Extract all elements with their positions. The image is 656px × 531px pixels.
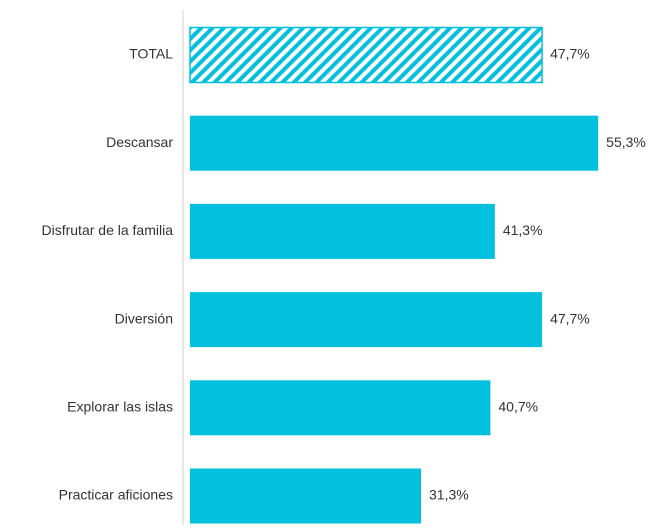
value-label: 31,3% bbox=[429, 487, 469, 503]
bar bbox=[189, 26, 543, 84]
value-label: 47,7% bbox=[550, 46, 590, 62]
value-label: 47,7% bbox=[550, 310, 590, 326]
value-label: 55,3% bbox=[606, 134, 646, 150]
category-label: Disfrutar de la familia bbox=[42, 222, 174, 238]
category-label: Explorar las islas bbox=[67, 399, 173, 415]
bar bbox=[190, 380, 491, 436]
value-label: 41,3% bbox=[503, 222, 543, 238]
bar bbox=[190, 292, 543, 348]
category-label: TOTAL bbox=[129, 46, 173, 62]
value-label: 40,7% bbox=[498, 399, 538, 415]
bar bbox=[190, 468, 422, 524]
bar bbox=[190, 203, 495, 259]
category-label: Descansar bbox=[106, 134, 173, 150]
category-label: Diversión bbox=[115, 310, 173, 326]
category-label: Practicar aficiones bbox=[59, 487, 173, 503]
bar bbox=[190, 115, 599, 171]
